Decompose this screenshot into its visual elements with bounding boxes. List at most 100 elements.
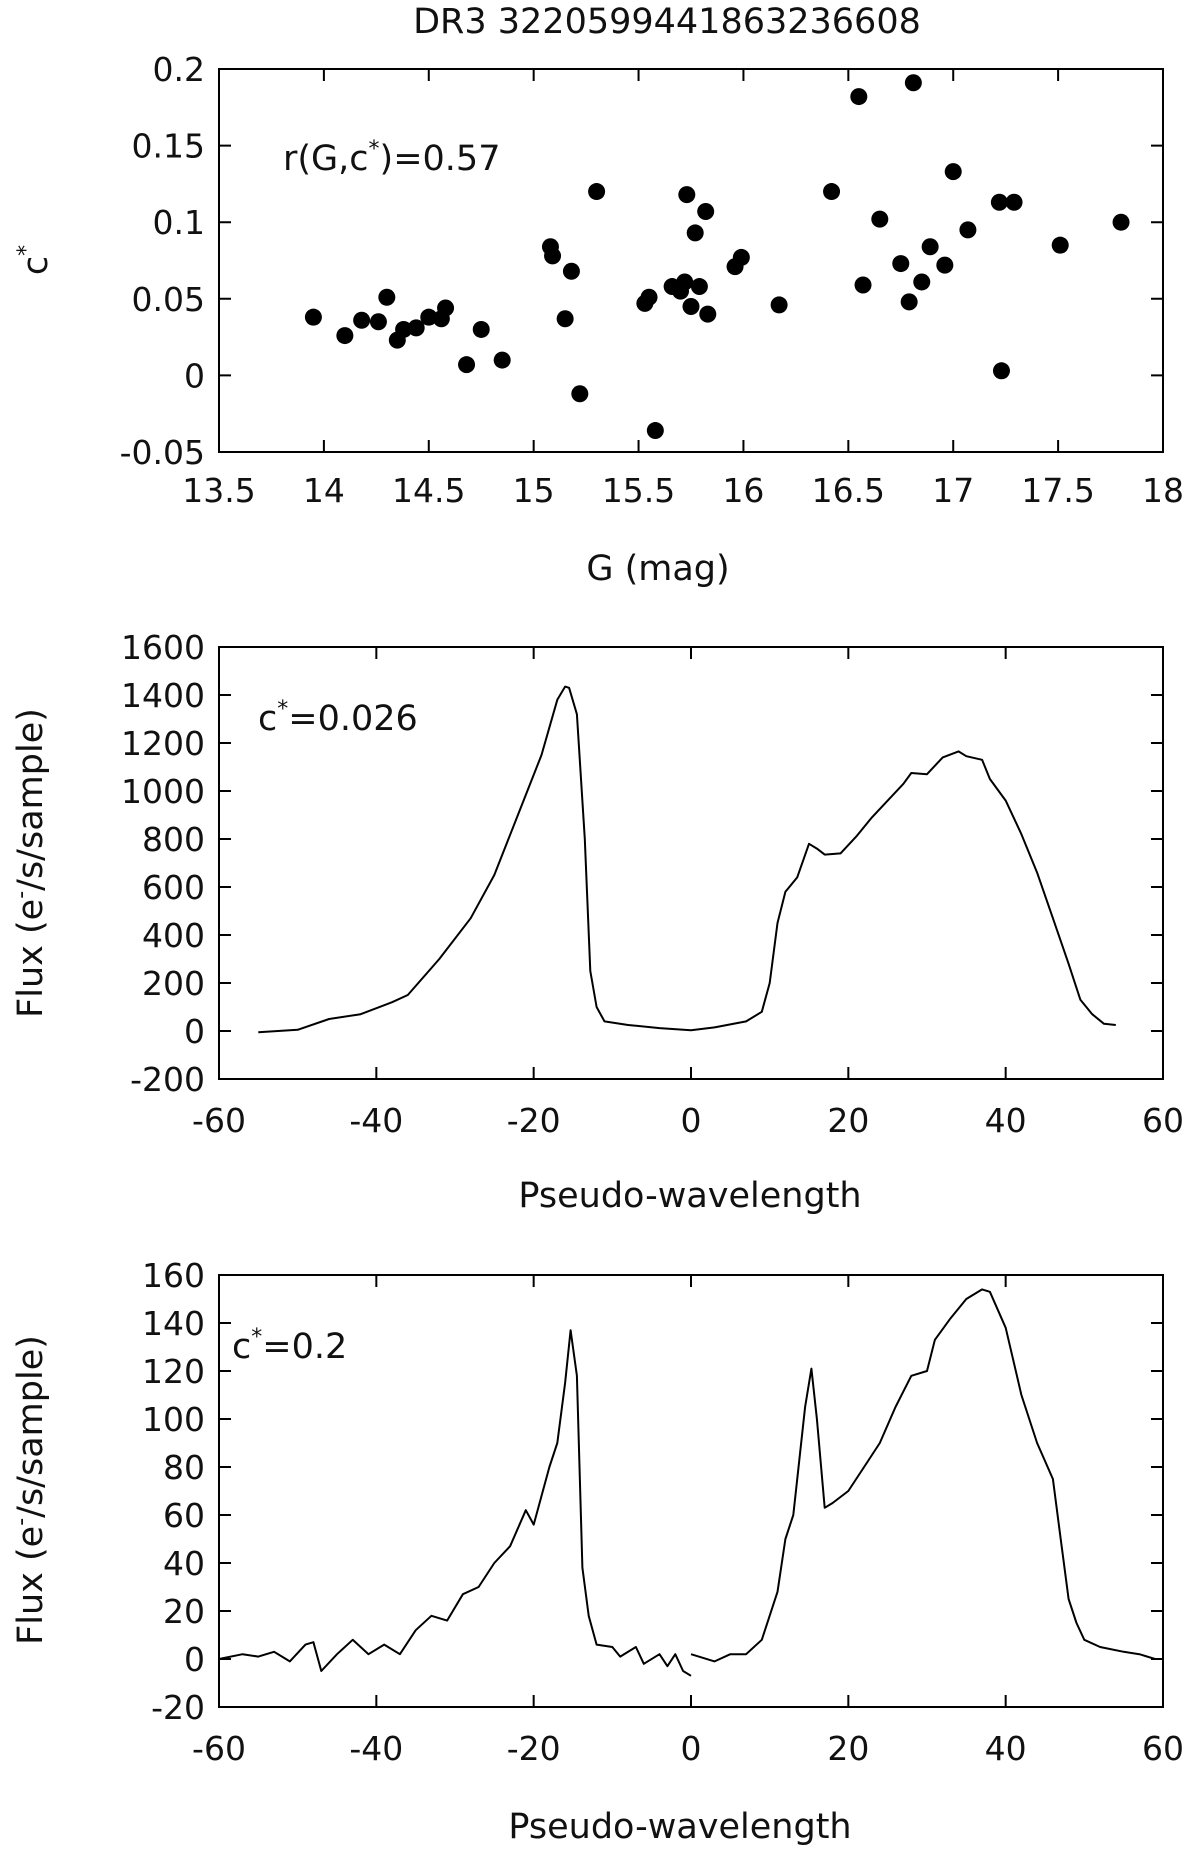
scatter-x-tick-label: 14.5: [392, 471, 465, 510]
flux2-x-tick-label: -20: [507, 1729, 561, 1768]
flux1-y-tick-label: 1000: [121, 772, 205, 811]
flux2-y-tick-label: 160: [142, 1256, 205, 1295]
flux2-y-tick-label: 0: [184, 1640, 205, 1679]
scatter-plot-frame: [218, 68, 1164, 453]
scatter-x-tick-label: 13.5: [182, 471, 255, 510]
flux2-y-tick-label: 80: [163, 1448, 205, 1487]
scatter-point: [395, 320, 413, 338]
scatter-point: [472, 320, 490, 338]
flux1-x-tick-label: 0: [681, 1101, 702, 1140]
flux1-series: [258, 685, 1116, 1034]
flux2-x-axis-label: Pseudo-wavelength: [508, 1807, 851, 1847]
scatter-x-axis-label: G (mag): [586, 549, 729, 589]
svg-text:c*: c*: [14, 245, 56, 275]
scatter-panel: DR3 3220599441863236608 13.5 14 14.5 15 15.5…: [14, 2, 1184, 589]
flux2-series: [218, 1288, 1156, 1677]
scatter-point: [850, 88, 868, 106]
scatter-y-tick-label: 0: [184, 356, 205, 395]
scatter-point: [1005, 193, 1023, 211]
scatter-point: [588, 183, 606, 201]
scatter-point: [1112, 213, 1130, 231]
flux2-plot-frame: [218, 1274, 1164, 1708]
scatter-point: [676, 273, 694, 291]
flux2-y-tick-label: 100: [142, 1400, 205, 1439]
flux1-x-tick-label: 40: [985, 1101, 1027, 1140]
scatter-y-axis-label: c*: [14, 245, 56, 275]
flux1-series-line: [258, 685, 1116, 1034]
scatter-point: [640, 288, 658, 306]
flux1-x-tick-label: -20: [507, 1101, 561, 1140]
scatter-point: [992, 362, 1010, 380]
scatter-point: [682, 297, 700, 315]
flux-panel-2: -60 -40 -20 0 20 40 60 -20 0 20 40 60 80 100 120 140 160…: [9, 1256, 1184, 1847]
chart-title: DR3 3220599441863236608: [413, 2, 921, 42]
scatter-point: [936, 256, 954, 274]
scatter-point: [904, 74, 922, 92]
scatter-point: [458, 356, 476, 374]
scatter-x-tick-label: 15.5: [602, 471, 675, 510]
scatter-point: [921, 238, 939, 256]
scatter-point: [959, 221, 977, 239]
scatter-x-tick-label: 16: [722, 471, 764, 510]
svg-text:Flux (e-/s/sample): Flux (e-/s/sample): [9, 708, 51, 1018]
flux2-series-line: [218, 1329, 692, 1677]
scatter-point: [678, 186, 696, 204]
flux1-x-tick-label: 20: [827, 1101, 869, 1140]
scatter-point: [437, 299, 455, 317]
flux1-y-tick-label: 200: [142, 964, 205, 1003]
flux1-x-tick-label: -60: [192, 1101, 246, 1140]
scatter-x-tick-label: 18: [1142, 471, 1184, 510]
scatter-x-tick-label: 15: [513, 471, 555, 510]
scatter-point: [336, 327, 354, 345]
flux1-y-tick-label: 0: [184, 1012, 205, 1051]
scatter-point: [353, 311, 371, 329]
scatter-point: [900, 293, 918, 311]
scatter-x-tick-label: 16.5: [812, 471, 885, 510]
flux2-y-tick-label: 40: [163, 1544, 205, 1583]
flux1-y-tick-label: 400: [142, 916, 205, 955]
scatter-point: [1051, 236, 1069, 254]
scatter-point: [770, 296, 788, 314]
flux2-y-tick-label: 120: [142, 1352, 205, 1391]
scatter-point: [732, 248, 750, 266]
flux2-x-tick-label: 60: [1142, 1729, 1184, 1768]
flux2-x-tick-label: 0: [681, 1729, 702, 1768]
scatter-point: [913, 273, 931, 291]
scatter-x-tick-label: 14: [303, 471, 345, 510]
flux2-x-tick-label: -40: [349, 1729, 403, 1768]
scatter-point: [646, 422, 664, 440]
scatter-point: [304, 308, 322, 326]
flux1-y-tick-label: 1600: [121, 628, 205, 667]
scatter-point: [544, 247, 562, 265]
scatter-point: [699, 305, 717, 323]
flux1-y-axis-label: Flux (e-/s/sample): [9, 708, 51, 1018]
scatter-point: [420, 308, 438, 326]
flux1-y-tick-label: 1400: [121, 676, 205, 715]
flux1-y-tick-label: 600: [142, 868, 205, 907]
flux1-x-axis-label: Pseudo-wavelength: [518, 1176, 861, 1216]
scatter-point: [697, 202, 715, 220]
scatter-y-tick-label: 0.1: [153, 203, 205, 242]
scatter-point: [871, 210, 889, 228]
correlation-annotation: r(G,c*)=0.57: [283, 137, 500, 179]
scatter-x-tick-label: 17.5: [1021, 471, 1094, 510]
flux1-x-tick-label: 60: [1142, 1101, 1184, 1140]
scatter-point: [562, 262, 580, 280]
flux2-x-tick-label: -60: [192, 1729, 246, 1768]
scatter-y-tick-label: 0.2: [153, 50, 205, 89]
scatter-point: [571, 385, 589, 403]
scatter-point: [944, 163, 962, 181]
flux2-y-axis-label: Flux (e-/s/sample): [9, 1335, 51, 1645]
flux1-plot-frame: [218, 646, 1164, 1080]
flux1-y-tick-label: 1200: [121, 724, 205, 763]
scatter-point: [407, 319, 425, 337]
scatter-points: [304, 74, 1130, 440]
scatter-point: [493, 351, 511, 369]
flux2-axes: -60 -40 -20 0 20 40 60 -20 0 20 40 60 80 100 120 140 160: [142, 1256, 1184, 1768]
scatter-y-tick-label: 0.15: [132, 127, 205, 166]
flux2-y-tick-label: -20: [151, 1688, 205, 1727]
flux2-series-line: [690, 1288, 1156, 1663]
scatter-y-tick-label: -0.05: [120, 433, 205, 472]
flux1-annotation: c*=0.026: [258, 697, 418, 739]
